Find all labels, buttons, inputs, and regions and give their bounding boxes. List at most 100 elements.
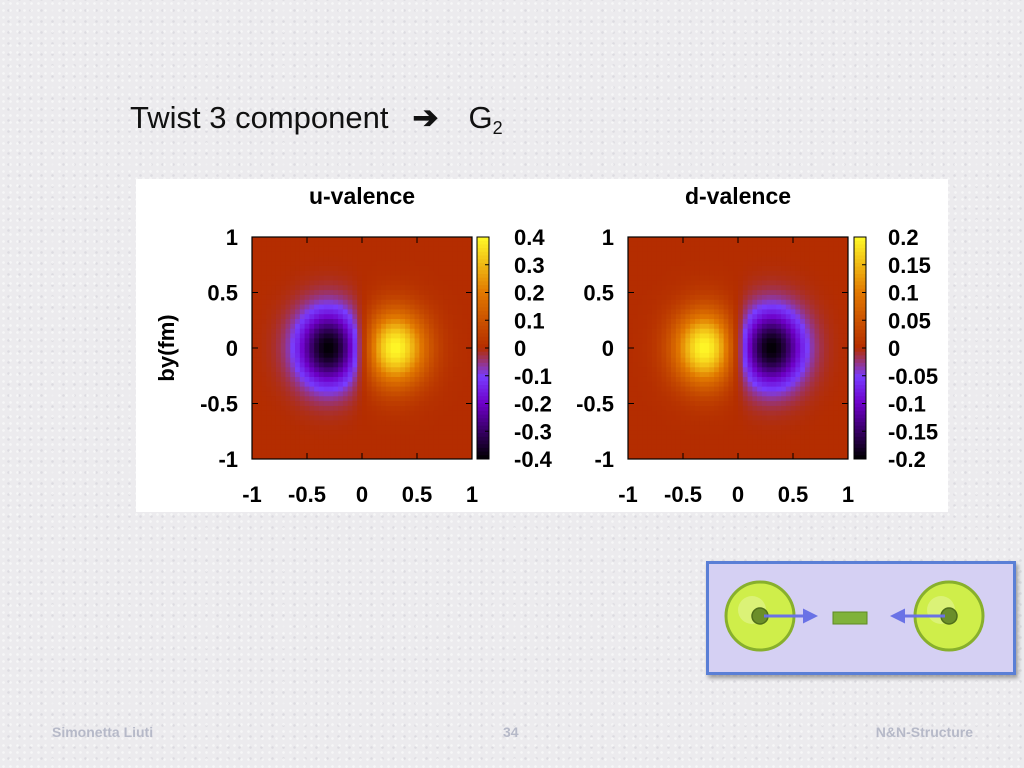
- heatmap-cell: [433, 328, 440, 335]
- heatmap-cell: [438, 396, 444, 402]
- heatmap-cell: [252, 357, 258, 363]
- heatmap-cell: [647, 241, 653, 248]
- heatmap-cell: [675, 290, 682, 296]
- heatmap-cell: [704, 294, 710, 301]
- heatmap-cell: [795, 420, 801, 426]
- heatmap-cell: [833, 323, 839, 330]
- heatmap-cell: [680, 270, 686, 277]
- heatmap-cell: [299, 367, 306, 373]
- heatmap-cell: [651, 343, 658, 349]
- heatmap-cell: [433, 343, 440, 349]
- heatmap-cell: [680, 439, 686, 446]
- heatmap-cell: [381, 391, 387, 397]
- heatmap-cell: [766, 328, 772, 335]
- colorbar-segment: [477, 266, 489, 271]
- heatmap-cell: [761, 410, 768, 417]
- heatmap-cell: [352, 237, 358, 243]
- heatmap-cell: [833, 251, 839, 257]
- heatmap-cell: [766, 304, 772, 310]
- heatmap-cell: [828, 401, 835, 407]
- heatmap-cell: [424, 454, 430, 460]
- heatmap-cell: [295, 357, 301, 363]
- heatmap-cell: [675, 367, 682, 373]
- heatmap-cell: [632, 299, 639, 306]
- heatmap-cell: [776, 372, 782, 378]
- heatmap-cell: [699, 280, 706, 286]
- colorbar-segment: [854, 436, 866, 441]
- heatmap-cell: [666, 430, 672, 436]
- heatmap-cell: [457, 439, 463, 446]
- heatmap-cell: [838, 246, 844, 252]
- heatmap-cell: [628, 299, 634, 306]
- heatmap-cell: [338, 343, 344, 349]
- heatmap-cell: [318, 449, 325, 455]
- heatmap-cell: [285, 348, 291, 354]
- heatmap-cell: [309, 304, 315, 310]
- heatmap-cell: [290, 425, 296, 431]
- heatmap-cell: [357, 338, 363, 344]
- heatmap-cell: [280, 405, 286, 412]
- heatmap-cell: [738, 391, 744, 397]
- heatmap-cell: [628, 251, 634, 257]
- heatmap-cell: [838, 401, 844, 407]
- heatmap-cell: [256, 405, 263, 412]
- heatmap-cell: [661, 261, 667, 267]
- heatmap-cell: [824, 386, 830, 392]
- heatmap-cell: [723, 314, 729, 320]
- heatmap-cell: [675, 256, 682, 262]
- heatmap-cell: [419, 319, 425, 325]
- heatmap-cell: [252, 348, 258, 354]
- heatmap-cell: [338, 381, 344, 388]
- heatmap-cell: [833, 391, 839, 397]
- heatmap-cell: [819, 246, 825, 252]
- heatmap-cell: [742, 348, 749, 354]
- heatmap-cell: [443, 439, 449, 446]
- heatmap-cell: [318, 314, 325, 320]
- heatmap-cell: [843, 241, 849, 248]
- heatmap-cell: [362, 367, 368, 373]
- heatmap-cell: [271, 319, 277, 325]
- heatmap-cell: [632, 294, 639, 301]
- heatmap-cell: [742, 439, 749, 446]
- heatmap-cell: [290, 352, 296, 359]
- heatmap-cell: [304, 386, 310, 392]
- colorbar-segment: [477, 429, 489, 434]
- heatmap-cell: [843, 314, 849, 320]
- colorbar-segment: [477, 396, 489, 401]
- heatmap-cell: [366, 401, 373, 407]
- heatmap-cell: [438, 425, 444, 431]
- heatmap-cell: [285, 449, 291, 455]
- heatmap-cell: [704, 343, 710, 349]
- heatmap-cell: [318, 275, 325, 281]
- heatmap-cell: [781, 304, 787, 310]
- heatmap-cell: [419, 285, 425, 291]
- heatmap-cell: [309, 362, 315, 368]
- heatmap-cell: [462, 439, 468, 446]
- heatmap-cell: [699, 420, 706, 426]
- heatmap-cell: [814, 396, 820, 402]
- heatmap-cell: [718, 290, 725, 296]
- heatmap-cell: [656, 444, 662, 450]
- heatmap-cell: [323, 309, 330, 315]
- heatmap-cell: [275, 285, 282, 291]
- heatmap-cell: [261, 454, 267, 460]
- heatmap-cell: [318, 241, 325, 248]
- heatmap-cell: [323, 285, 330, 291]
- heatmap-cell: [814, 401, 820, 407]
- heatmap-cell: [651, 309, 658, 315]
- heatmap-cell: [395, 290, 401, 296]
- heatmap-cell: [647, 338, 653, 344]
- heatmap-cell: [318, 251, 325, 257]
- heatmap-cell: [438, 333, 444, 339]
- heatmap-cell: [828, 251, 835, 257]
- heatmap-cell: [776, 275, 782, 281]
- heatmap-cell: [833, 454, 839, 460]
- heatmap-cell: [742, 241, 749, 248]
- heatmap-cell: [704, 328, 710, 335]
- heatmap-cell: [271, 270, 277, 277]
- heatmap-cell: [766, 338, 772, 344]
- heatmap-cell: [271, 285, 277, 291]
- heatmap-cell: [680, 420, 686, 426]
- heatmap-cell: [795, 376, 801, 383]
- heatmap-cell: [742, 376, 749, 383]
